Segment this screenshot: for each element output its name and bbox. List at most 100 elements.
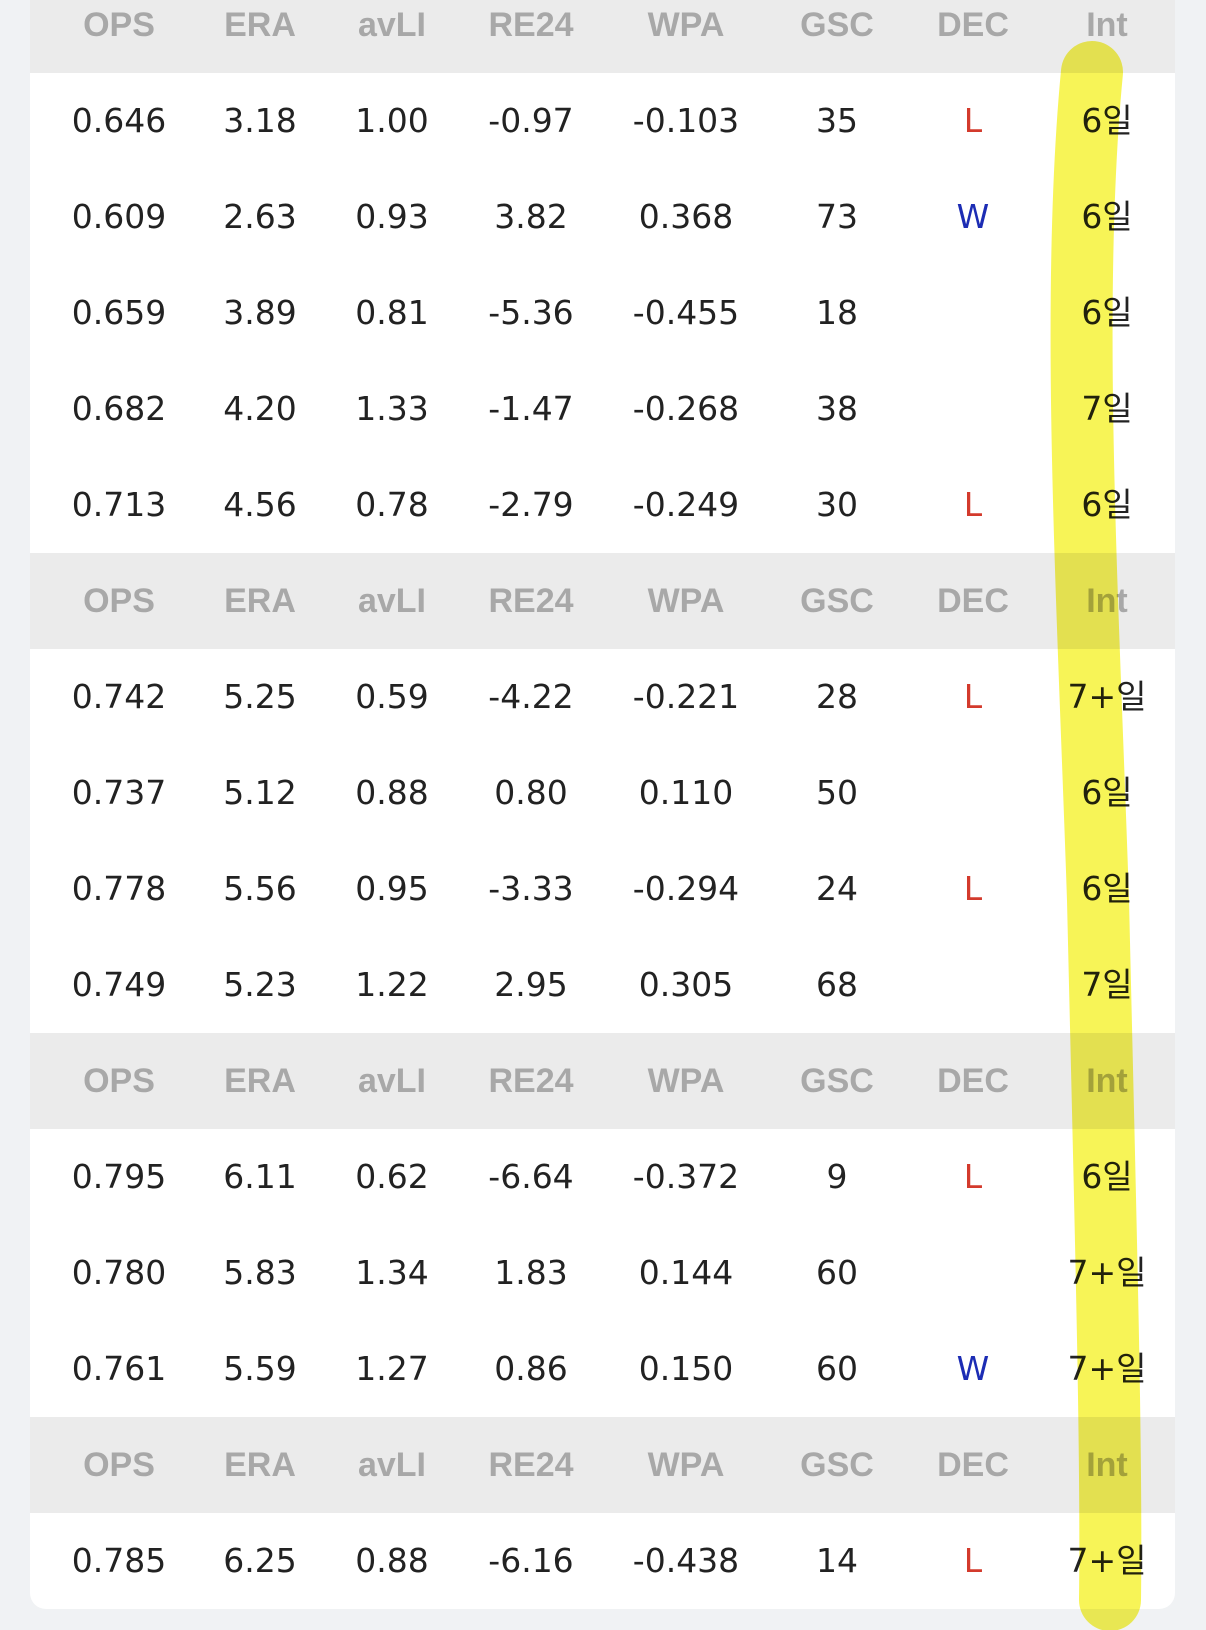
data-cell: 5.83: [223, 1253, 297, 1292]
data-cell: 0.609: [71, 197, 167, 236]
data-cell: -3.33: [488, 869, 574, 908]
header-cell: RE24: [488, 6, 574, 44]
data-cell: 7일: [1081, 389, 1133, 428]
data-cell: 0.659: [71, 293, 167, 332]
header-cell: Int: [1086, 1446, 1128, 1484]
data-row: 0.646 3.18 1.00 -0.97 -0.103 35 L 6일: [30, 73, 1175, 169]
data-cell: 5.23: [223, 965, 297, 1004]
header-cell: OPS: [83, 582, 155, 620]
data-cell: 7+일: [1067, 677, 1147, 716]
data-cell: L: [963, 1541, 983, 1580]
data-cell: 0.59: [355, 677, 429, 716]
data-cell: 4.20: [223, 389, 297, 428]
header-row: OPS ERA avLI RE24 WPA GSC DEC Int: [30, 1033, 1175, 1129]
data-cell: 1.00: [355, 101, 429, 140]
data-cell: 0.305: [638, 965, 734, 1004]
header-row: OPS ERA avLI RE24 WPA GSC DEC Int: [30, 0, 1175, 73]
data-cell: 38: [816, 389, 858, 428]
header-cell: OPS: [83, 6, 155, 44]
data-cell: 14: [816, 1541, 858, 1580]
header-cell: GSC: [800, 1062, 874, 1100]
data-cell: -4.22: [488, 677, 574, 716]
header-cell: Int: [1086, 6, 1128, 44]
header-cell: OPS: [83, 1446, 155, 1484]
header-cell: GSC: [800, 582, 874, 620]
header-cell: avLI: [357, 582, 427, 620]
header-cell: ERA: [224, 582, 296, 620]
data-cell: -0.455: [632, 293, 740, 332]
data-row: 0.780 5.83 1.34 1.83 0.144 60 7+일: [30, 1225, 1175, 1321]
header-cell: WPA: [647, 582, 725, 620]
data-cell: 2.95: [494, 965, 568, 1004]
data-cell: 0.88: [355, 773, 429, 812]
header-cell: OPS: [83, 1062, 155, 1100]
data-cell: -1.47: [488, 389, 574, 428]
data-row: 0.737 5.12 0.88 0.80 0.110 50 6일: [30, 745, 1175, 841]
data-cell: 0.88: [355, 1541, 429, 1580]
data-cell: 6일: [1081, 869, 1133, 908]
data-cell: 6일: [1081, 485, 1133, 524]
header-cell: WPA: [647, 1446, 725, 1484]
data-cell: 35: [816, 101, 858, 140]
data-cell: 0.86: [494, 1349, 568, 1388]
data-cell: 0.93: [355, 197, 429, 236]
header-cell: DEC: [937, 6, 1009, 44]
data-cell: L: [963, 101, 983, 140]
data-cell: 30: [816, 485, 858, 524]
data-row: 0.713 4.56 0.78 -2.79 -0.249 30 L 6일: [30, 457, 1175, 553]
data-cell: L: [963, 485, 983, 524]
data-cell: 9: [826, 1157, 848, 1196]
data-row: 0.778 5.56 0.95 -3.33 -0.294 24 L 6일: [30, 841, 1175, 937]
header-cell: ERA: [224, 1062, 296, 1100]
header-cell: RE24: [488, 582, 574, 620]
header-cell: Int: [1086, 582, 1128, 620]
data-cell: 0.780: [71, 1253, 167, 1292]
data-cell: 0.78: [355, 485, 429, 524]
header-cell: DEC: [937, 1446, 1009, 1484]
data-cell: 0.62: [355, 1157, 429, 1196]
data-cell: -0.97: [488, 101, 574, 140]
header-row: OPS ERA avLI RE24 WPA GSC DEC Int: [30, 553, 1175, 649]
data-row: 0.659 3.89 0.81 -5.36 -0.455 18 6일: [30, 265, 1175, 361]
data-cell: 0.95: [355, 869, 429, 908]
data-cell: 0.795: [71, 1157, 167, 1196]
header-cell: WPA: [647, 6, 725, 44]
data-cell: L: [963, 1157, 983, 1196]
data-row: 0.609 2.63 0.93 3.82 0.368 73 W 6일: [30, 169, 1175, 265]
data-cell: 28: [816, 677, 858, 716]
data-cell: 0.713: [71, 485, 167, 524]
data-cell: 1.33: [355, 389, 429, 428]
header-cell: avLI: [357, 1446, 427, 1484]
data-cell: -0.103: [632, 101, 740, 140]
data-cell: -0.249: [632, 485, 740, 524]
data-cell: 0.80: [494, 773, 568, 812]
data-cell: 0.646: [71, 101, 167, 140]
data-cell: 2.63: [223, 197, 297, 236]
data-cell: -0.221: [632, 677, 740, 716]
data-cell: 0.742: [71, 677, 167, 716]
data-cell: 60: [816, 1253, 858, 1292]
data-cell: 0.150: [638, 1349, 734, 1388]
header-cell: ERA: [224, 1446, 296, 1484]
data-cell: 5.56: [223, 869, 297, 908]
stats-table: OPS ERA avLI RE24 WPA GSC DEC Int 0.646 3.18 1.00 -…: [30, 0, 1175, 1609]
data-cell: 3.89: [223, 293, 297, 332]
data-cell: -6.16: [488, 1541, 574, 1580]
data-cell: -2.79: [488, 485, 574, 524]
header-cell: WPA: [647, 1062, 725, 1100]
data-cell: -0.294: [632, 869, 740, 908]
data-cell: 6일: [1081, 293, 1133, 332]
header-cell: avLI: [357, 1062, 427, 1100]
header-cell: ERA: [224, 6, 296, 44]
data-cell: -0.438: [632, 1541, 740, 1580]
header-cell: DEC: [937, 582, 1009, 620]
data-cell: 0.110: [638, 773, 734, 812]
data-cell: 0.368: [638, 197, 734, 236]
data-cell: W: [956, 197, 990, 236]
header-cell: DEC: [937, 1062, 1009, 1100]
data-cell: 7+일: [1067, 1253, 1147, 1292]
data-cell: 0.737: [71, 773, 167, 812]
data-cell: 0.682: [71, 389, 167, 428]
data-cell: 7일: [1081, 965, 1133, 1004]
